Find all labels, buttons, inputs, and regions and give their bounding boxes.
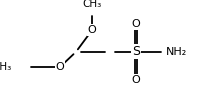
- Text: NH₂: NH₂: [166, 47, 187, 57]
- Text: O: O: [132, 19, 140, 29]
- Text: CH₃: CH₃: [0, 62, 12, 72]
- Text: O: O: [88, 25, 96, 35]
- Text: O: O: [132, 75, 140, 85]
- Text: O: O: [56, 62, 64, 72]
- Text: S: S: [132, 45, 140, 58]
- Text: CH₃: CH₃: [82, 0, 102, 9]
